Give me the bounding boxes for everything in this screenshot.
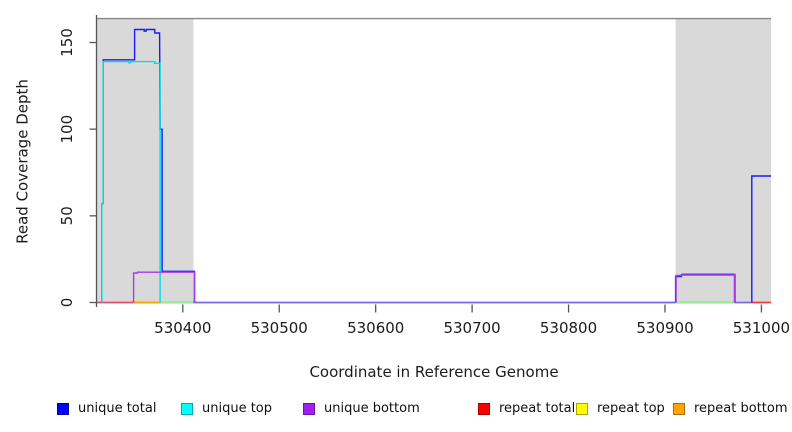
legend: unique total unique top unique bottom repea… bbox=[0, 399, 792, 423]
shaded-region bbox=[96, 18, 194, 304]
legend-label: unique top bbox=[202, 401, 273, 416]
x-tick-label: 531000 bbox=[733, 319, 790, 337]
y-tick-label: 150 bbox=[58, 28, 76, 57]
series-unique-total bbox=[751, 175, 772, 303]
legend-label: unique bottom bbox=[324, 401, 420, 416]
x-tick-label: 530600 bbox=[347, 319, 404, 337]
x-tick-label: 530400 bbox=[154, 319, 211, 337]
legend-item-unique-top: unique top bbox=[181, 399, 272, 419]
y-tick-label: 50 bbox=[58, 206, 76, 225]
legend-swatch-unique-total bbox=[57, 403, 69, 415]
y-tick-label: 100 bbox=[58, 115, 76, 144]
series-unique-top bbox=[101, 60, 161, 303]
legend-swatch-unique-top bbox=[181, 403, 193, 415]
legend-item-repeat-total: repeat total bbox=[478, 399, 575, 419]
x-tick-label: 530900 bbox=[636, 319, 693, 337]
series-unique-bottom bbox=[132, 271, 196, 303]
legend-swatch-repeat-top bbox=[576, 403, 588, 415]
legend-item-unique-total: unique total bbox=[57, 399, 156, 419]
legend-label: repeat top bbox=[597, 401, 665, 416]
series-unique-bottom bbox=[675, 273, 736, 303]
y-axis-title: Read Coverage Depth bbox=[13, 79, 32, 244]
x-axis-title: Coordinate in Reference Genome bbox=[309, 363, 559, 381]
legend-label: unique total bbox=[78, 401, 157, 416]
x-tick-label: 530700 bbox=[443, 319, 500, 337]
shaded-region bbox=[675, 18, 772, 304]
legend-label: repeat bottom bbox=[694, 401, 788, 416]
x-tick-label: 530800 bbox=[540, 319, 597, 337]
legend-swatch-repeat-total bbox=[478, 403, 490, 415]
legend-swatch-repeat-bottom bbox=[673, 403, 685, 415]
y-tick-label: 0 bbox=[58, 298, 76, 308]
legend-swatch-unique-bottom bbox=[303, 403, 315, 415]
legend-item-repeat-top: repeat top bbox=[576, 399, 665, 419]
legend-label: repeat total bbox=[499, 401, 576, 416]
legend-item-unique-bottom: unique bottom bbox=[303, 399, 420, 419]
legend-item-repeat-bottom: repeat bottom bbox=[673, 399, 788, 419]
x-tick-label: 530500 bbox=[251, 319, 308, 337]
